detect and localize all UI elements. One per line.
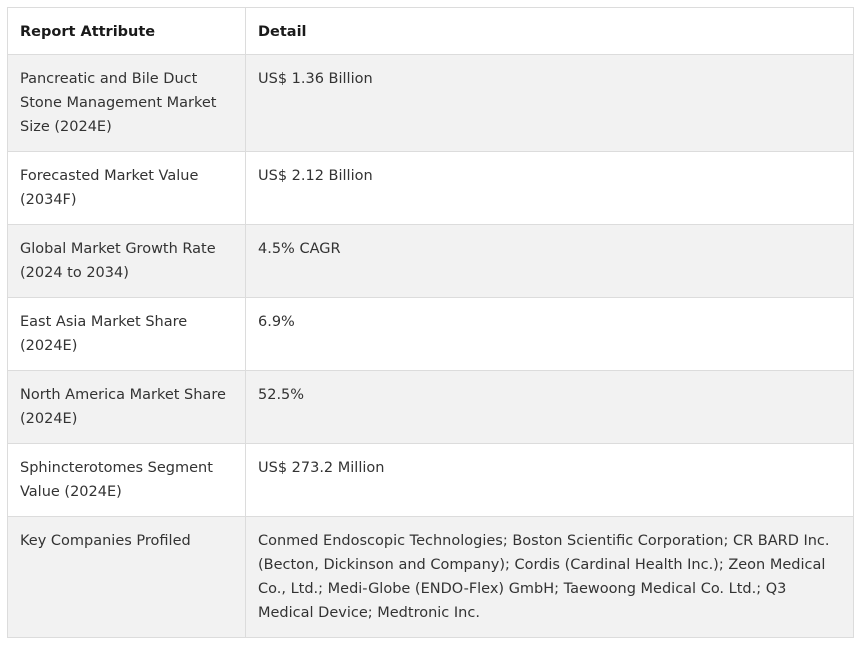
row-attribute-cell: Pancreatic and Bile Duct Stone Managemen… xyxy=(7,54,246,152)
table-row: Sphincterotomes Segment Value (2024E) US… xyxy=(7,443,854,517)
row-detail-text: US$ 1.36 Billion xyxy=(258,71,373,87)
row-attribute-cell: Key Companies Profiled xyxy=(7,516,246,638)
row-detail-text: 6.9% xyxy=(258,314,295,330)
row-detail-cell: US$ 1.36 Billion xyxy=(245,54,854,152)
table-row: North America Market Share (2024E) 52.5% xyxy=(7,370,854,444)
table-row: Key Companies Profiled Conmed Endoscopic… xyxy=(7,516,854,638)
header-report-attribute: Report Attribute xyxy=(7,7,246,55)
row-attribute-text: East Asia Market Share (2024E) xyxy=(20,314,188,354)
table-header-row: Report Attribute Detail xyxy=(7,7,854,55)
row-detail-cell: 52.5% xyxy=(245,370,854,444)
row-attribute-cell: Forecasted Market Value (2034F) xyxy=(7,151,246,225)
row-detail-cell: 4.5% CAGR xyxy=(245,224,854,298)
row-attribute-text: Global Market Growth Rate (2024 to 2034) xyxy=(20,241,216,281)
table-row: Forecasted Market Value (2034F) US$ 2.12… xyxy=(7,151,854,225)
row-attribute-cell: Global Market Growth Rate (2024 to 2034) xyxy=(7,224,246,298)
row-detail-cell: Conmed Endoscopic Technologies; Boston S… xyxy=(245,516,854,638)
row-attribute-text: Forecasted Market Value (2034F) xyxy=(20,168,199,208)
row-detail-text: US$ 273.2 Million xyxy=(258,460,385,476)
report-attributes-table: Report Attribute Detail Pancreatic and B… xyxy=(7,7,854,638)
row-detail-text: Conmed Endoscopic Technologies; Boston S… xyxy=(258,533,830,621)
row-attribute-cell: North America Market Share (2024E) xyxy=(7,370,246,444)
row-attribute-text: North America Market Share (2024E) xyxy=(20,387,226,427)
header-detail: Detail xyxy=(245,7,854,55)
table-row: Global Market Growth Rate (2024 to 2034)… xyxy=(7,224,854,298)
row-detail-text: US$ 2.12 Billion xyxy=(258,168,373,184)
table-row: Pancreatic and Bile Duct Stone Managemen… xyxy=(7,54,854,152)
row-detail-text: 52.5% xyxy=(258,387,305,403)
row-detail-cell: 6.9% xyxy=(245,297,854,371)
row-attribute-cell: Sphincterotomes Segment Value (2024E) xyxy=(7,443,246,517)
row-detail-text: 4.5% CAGR xyxy=(258,241,341,257)
row-attribute-text: Pancreatic and Bile Duct Stone Managemen… xyxy=(20,71,217,135)
table-row: East Asia Market Share (2024E) 6.9% xyxy=(7,297,854,371)
row-attribute-text: Key Companies Profiled xyxy=(20,533,191,549)
row-detail-cell: US$ 2.12 Billion xyxy=(245,151,854,225)
row-attribute-text: Sphincterotomes Segment Value (2024E) xyxy=(20,460,213,500)
row-attribute-cell: East Asia Market Share (2024E) xyxy=(7,297,246,371)
row-detail-cell: US$ 273.2 Million xyxy=(245,443,854,517)
